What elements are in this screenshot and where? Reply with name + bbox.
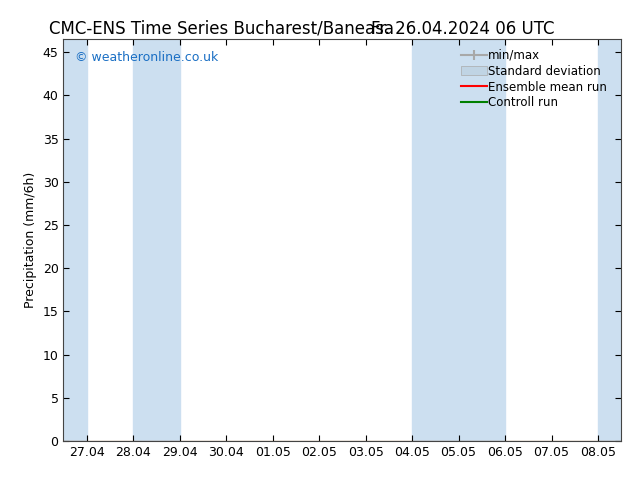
Text: Fr. 26.04.2024 06 UTC: Fr. 26.04.2024 06 UTC <box>371 20 555 38</box>
Y-axis label: Precipitation (mm/6h): Precipitation (mm/6h) <box>24 172 37 308</box>
Bar <box>133 39 179 441</box>
Bar <box>412 39 505 441</box>
Legend: min/max, Standard deviation, Ensemble mean run, Controll run: min/max, Standard deviation, Ensemble me… <box>458 45 616 113</box>
Bar <box>598 39 621 441</box>
Text: © weatheronline.co.uk: © weatheronline.co.uk <box>75 51 218 64</box>
Text: CMC-ENS Time Series Bucharest/Baneasa: CMC-ENS Time Series Bucharest/Baneasa <box>49 20 394 38</box>
Bar <box>63 39 87 441</box>
